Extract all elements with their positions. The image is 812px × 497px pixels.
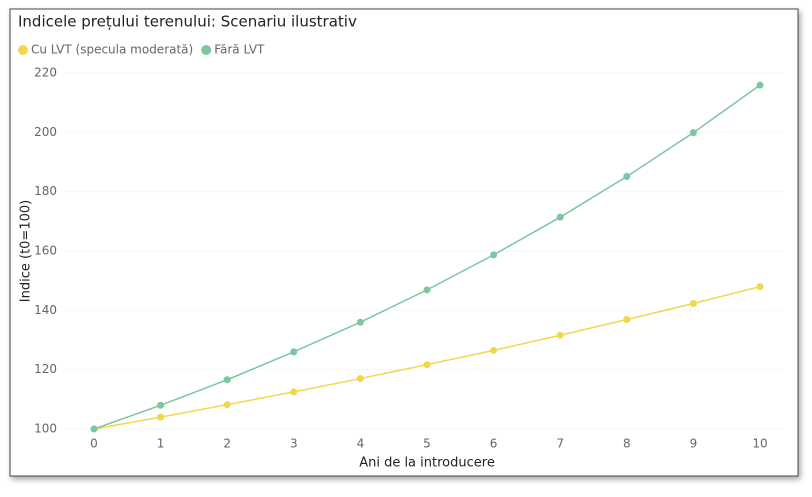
x-tick-label: 10 bbox=[752, 437, 767, 451]
data-point bbox=[490, 346, 498, 354]
legend-label: Cu LVT (specula moderată) bbox=[31, 43, 193, 57]
data-point bbox=[556, 331, 564, 339]
chart-title: Indicele prețului terenului: Scenariu il… bbox=[18, 13, 357, 31]
data-point bbox=[689, 129, 697, 137]
x-tick-label: 2 bbox=[223, 437, 231, 451]
data-point bbox=[290, 388, 298, 396]
data-point bbox=[623, 173, 631, 181]
data-point bbox=[90, 425, 98, 433]
y-tick-label: 120 bbox=[34, 362, 57, 376]
data-point bbox=[490, 251, 498, 259]
legend-label: Fără LVT bbox=[214, 43, 265, 57]
y-tick-label: 220 bbox=[34, 66, 57, 80]
data-point bbox=[623, 316, 631, 324]
data-point bbox=[157, 413, 165, 421]
x-tick-label: 4 bbox=[357, 437, 365, 451]
data-point bbox=[756, 81, 764, 89]
chart-frame bbox=[9, 8, 799, 477]
x-tick-label: 0 bbox=[90, 437, 98, 451]
data-point bbox=[756, 283, 764, 291]
y-tick-label: 180 bbox=[34, 184, 57, 198]
y-tick-label: 140 bbox=[34, 303, 57, 317]
x-tick-label: 3 bbox=[290, 437, 298, 451]
y-axis-title: Indice (t0=100) bbox=[19, 200, 34, 302]
data-point bbox=[356, 375, 364, 383]
data-point bbox=[157, 401, 165, 409]
data-point bbox=[223, 401, 231, 409]
x-tick-label: 9 bbox=[690, 437, 698, 451]
x-tick-label: 6 bbox=[490, 437, 498, 451]
y-tick-label: 100 bbox=[34, 422, 57, 436]
data-point bbox=[556, 213, 564, 221]
x-axis-title: Ani de la introducere bbox=[359, 456, 495, 471]
legend-marker bbox=[18, 45, 28, 55]
data-point bbox=[356, 318, 364, 326]
legend-marker bbox=[201, 45, 212, 55]
data-point bbox=[223, 376, 231, 384]
y-tick-label: 200 bbox=[34, 125, 57, 139]
x-tick-label: 5 bbox=[423, 437, 431, 451]
x-tick-label: 8 bbox=[623, 437, 631, 451]
x-tick-label: 1 bbox=[157, 437, 165, 451]
data-point bbox=[423, 361, 431, 369]
y-tick-label: 160 bbox=[34, 244, 57, 258]
data-point bbox=[290, 348, 298, 356]
data-point bbox=[689, 300, 697, 308]
data-point bbox=[423, 286, 431, 294]
x-tick-label: 7 bbox=[556, 437, 564, 451]
